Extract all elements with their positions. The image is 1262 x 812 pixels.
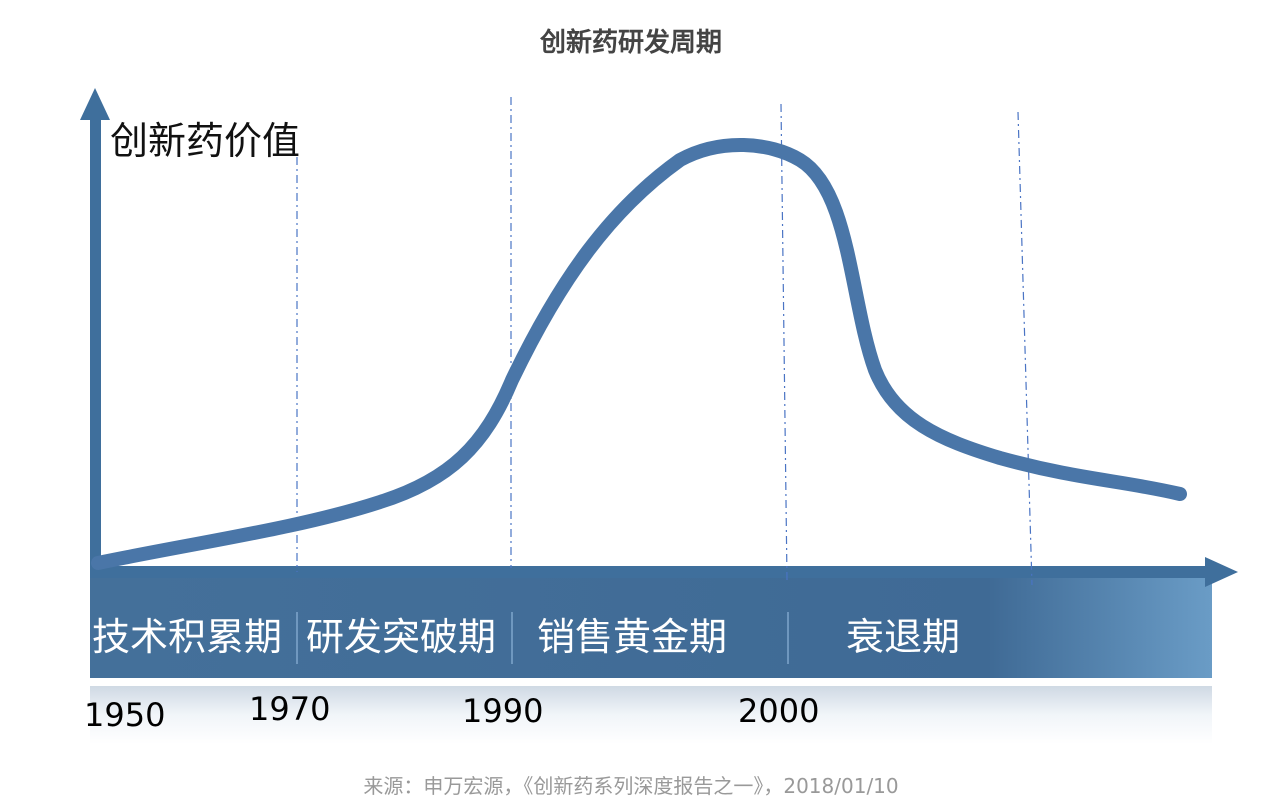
x-axis-arrowhead xyxy=(1205,557,1238,587)
value-curve xyxy=(91,138,1187,570)
phase-label-breakthrough: 研发突破期 xyxy=(306,615,497,659)
phase-label-accumulation: 技术积累期 xyxy=(92,615,283,659)
y-axis-line xyxy=(90,115,101,575)
y-axis-label: 创新药价值 xyxy=(110,119,301,163)
year-label-1990: 1990 xyxy=(462,692,544,730)
year-ribbon xyxy=(90,686,1212,744)
divider-end xyxy=(1017,111,1033,586)
divider-2000 xyxy=(780,103,788,581)
y-axis-arrowhead xyxy=(80,88,110,120)
phase-label-golden-sales: 销售黄金期 xyxy=(537,615,728,659)
x-axis-line xyxy=(90,566,1210,578)
year-label-1950: 1950 xyxy=(84,696,166,734)
diagram-title: 创新药研发周期 xyxy=(539,28,722,58)
phase-band xyxy=(90,578,1212,678)
phase-label-decline: 衰退期 xyxy=(846,615,961,659)
year-label-2000: 2000 xyxy=(738,692,820,730)
year-label-1970: 1970 xyxy=(249,690,331,728)
source-note: 来源：申万宏源，《创新药系列深度报告之一》，2018/01/10 xyxy=(363,774,899,798)
